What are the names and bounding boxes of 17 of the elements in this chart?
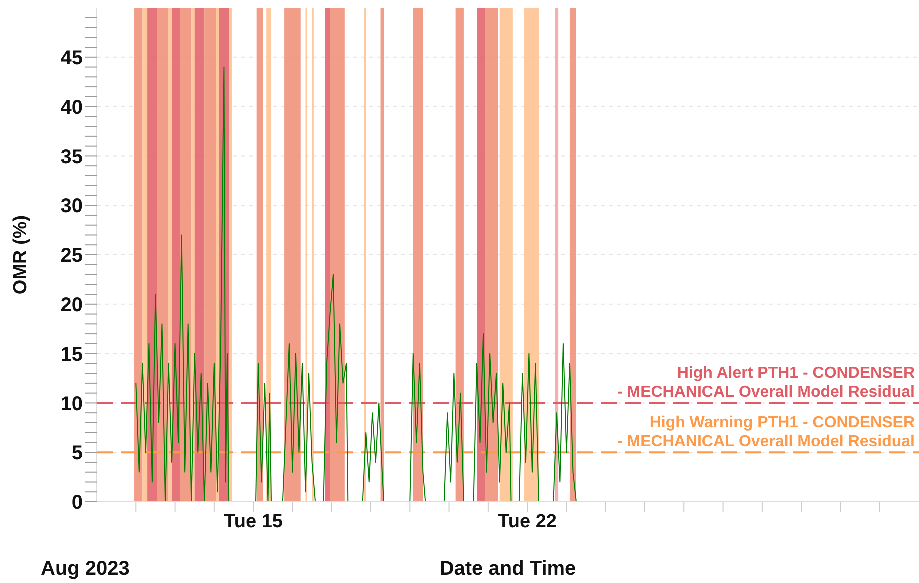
text: Aug 2023	[41, 558, 130, 581]
y-tick-label: 0	[72, 492, 83, 514]
y-tick-label: 25	[60, 245, 83, 268]
ref-line-label: High Alert PTH1 - CONDENSER - MECHANICAL Overall Model Residual	[617, 365, 916, 402]
y-tick-label: 30	[60, 196, 83, 218]
y-axis-title: OMR (%)	[10, 215, 32, 295]
y-tick-label: 15	[60, 344, 83, 366]
x-axis-title: Date and Time	[440, 558, 576, 580]
y-tick-label: 5	[72, 442, 83, 465]
y-tick-label: 40	[60, 96, 83, 119]
y-tick-label: 35	[60, 146, 83, 168]
ref-line-label: High Warning PTH1 - CONDENSER - MECHANICAL Overall Model Residual	[617, 414, 916, 451]
y-tick-label: 10	[60, 393, 83, 416]
y-tick-label: 45	[60, 48, 83, 70]
x-tick-label: Tue 22	[498, 511, 557, 532]
y-tick-label: 20	[60, 294, 83, 316]
x-tick-label: Tue 15	[224, 511, 284, 532]
